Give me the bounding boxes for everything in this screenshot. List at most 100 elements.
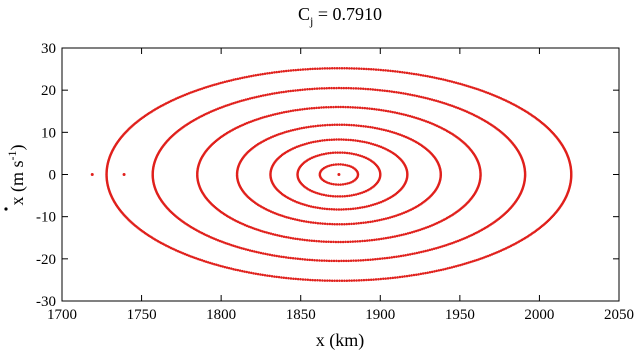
data-point (415, 273, 418, 276)
data-point (269, 254, 272, 256)
data-point (316, 279, 319, 282)
data-point (398, 255, 401, 258)
data-point (408, 275, 411, 278)
data-point (407, 93, 410, 96)
data-point (399, 71, 402, 74)
data-point (367, 88, 370, 91)
data-point (358, 279, 361, 282)
data-points (91, 67, 573, 282)
data-point (444, 79, 447, 82)
data-point (323, 87, 326, 90)
data-point (400, 255, 403, 257)
data-point (292, 277, 295, 280)
data-point (265, 231, 268, 234)
data-point (270, 232, 273, 235)
data-point (333, 138, 336, 141)
data-point (313, 88, 316, 91)
data-point (352, 259, 355, 262)
data-point (333, 208, 336, 211)
data-point (266, 274, 269, 277)
data-point (389, 236, 392, 239)
data-point (342, 138, 345, 141)
data-point (360, 279, 363, 282)
data-point (341, 223, 344, 226)
data-point (375, 68, 378, 71)
data-point (371, 108, 374, 111)
data-point (361, 206, 364, 209)
data-point (337, 183, 340, 186)
data-point (377, 69, 380, 72)
data-point (328, 182, 331, 185)
data-point (328, 139, 331, 142)
data-point (319, 140, 322, 143)
data-point (380, 109, 383, 112)
data-point (363, 141, 366, 144)
data-point (318, 106, 321, 109)
data-point (313, 259, 316, 262)
data-point (321, 259, 324, 262)
y-axis-label-group: x (m s-1) (4, 145, 28, 211)
data-point (355, 193, 358, 196)
data-point (257, 273, 260, 276)
data-point (311, 88, 314, 91)
data-point (365, 205, 368, 208)
data-point (268, 72, 271, 75)
data-point (278, 112, 281, 115)
data-point (442, 78, 445, 81)
data-point (301, 220, 304, 223)
data-point (331, 279, 334, 282)
data-point (335, 183, 338, 186)
data-point (451, 80, 454, 83)
data-point (282, 91, 285, 94)
data-point (357, 154, 360, 157)
data-point (318, 259, 321, 262)
data-point (422, 250, 425, 253)
data-point (317, 125, 320, 128)
data-point (364, 240, 367, 243)
data-point (325, 152, 328, 155)
data-point (365, 68, 368, 71)
data-point (239, 77, 242, 80)
data-point (344, 152, 347, 155)
data-point (406, 275, 409, 278)
data-point (304, 88, 307, 91)
data-point (314, 140, 317, 143)
data-point (385, 237, 388, 240)
data-point (309, 279, 312, 282)
data-point (379, 89, 382, 92)
data-point (370, 142, 373, 145)
data-point (410, 274, 413, 277)
data-point (326, 67, 329, 70)
data-point (243, 76, 246, 79)
data-point (331, 223, 334, 226)
data-point (342, 163, 345, 166)
data-point (360, 87, 363, 90)
data-point (367, 126, 370, 129)
data-point (459, 83, 462, 86)
data-point (327, 194, 330, 197)
data-point (374, 88, 377, 91)
data-point (376, 219, 379, 222)
data-point (369, 126, 372, 128)
data-point (370, 278, 373, 281)
data-point (400, 234, 403, 237)
data-point (372, 278, 375, 281)
data-point (380, 278, 383, 281)
data-point (348, 67, 351, 70)
data-point (335, 163, 338, 166)
data-point (278, 91, 281, 94)
data-point (431, 248, 434, 251)
data-point (320, 106, 323, 109)
data-point (273, 92, 276, 95)
data-point (321, 139, 324, 142)
data-point (347, 241, 350, 244)
data-point (372, 258, 375, 261)
data-point (353, 153, 356, 156)
data-point (359, 140, 362, 143)
data-point (438, 77, 441, 80)
data-point (400, 113, 403, 116)
data-point (287, 256, 290, 259)
data-point (393, 91, 396, 94)
data-point (396, 276, 399, 279)
data-point (343, 279, 346, 282)
